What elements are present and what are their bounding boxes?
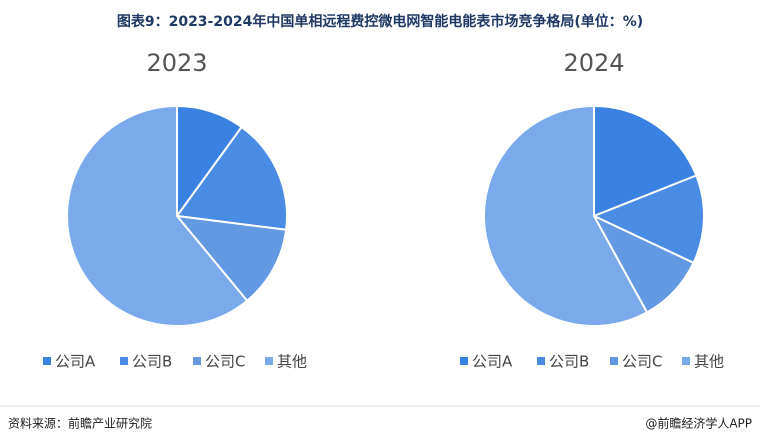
legend-swatch (43, 357, 51, 365)
legend-label: 公司C (622, 353, 662, 371)
brand: @前瞻经济学人APP (645, 416, 752, 431)
page-title: 图表9：2023-2024年中国单相远程费控微电网智能电能表市场竞争格局(单位：… (117, 13, 643, 30)
legend-swatch (265, 357, 273, 365)
legend-swatch (193, 357, 201, 365)
legend-label: 公司B (549, 353, 589, 371)
legend-swatch (610, 357, 618, 365)
chart-title: 2024 (563, 49, 624, 77)
source: 资料来源：前瞻产业研究院 (8, 416, 152, 431)
chart-title: 2023 (146, 49, 207, 77)
pie-slice (66, 104, 249, 327)
legend-label: 公司B (132, 353, 172, 371)
pie-slice (591, 174, 705, 265)
legend-swatch (120, 357, 128, 365)
legend-label: 其他 (277, 353, 307, 371)
legend-label: 其他 (694, 353, 724, 371)
pie-slice (483, 104, 649, 327)
legend-swatch (682, 357, 690, 365)
legend-swatch (460, 357, 468, 365)
pie-slice (593, 104, 698, 218)
pie-slice (175, 125, 288, 231)
legend-label: 公司A (472, 353, 513, 371)
legend-label: 公司C (205, 353, 245, 371)
pie-slice (174, 214, 288, 303)
legend-swatch (537, 357, 545, 365)
legend-label: 公司A (55, 353, 96, 371)
